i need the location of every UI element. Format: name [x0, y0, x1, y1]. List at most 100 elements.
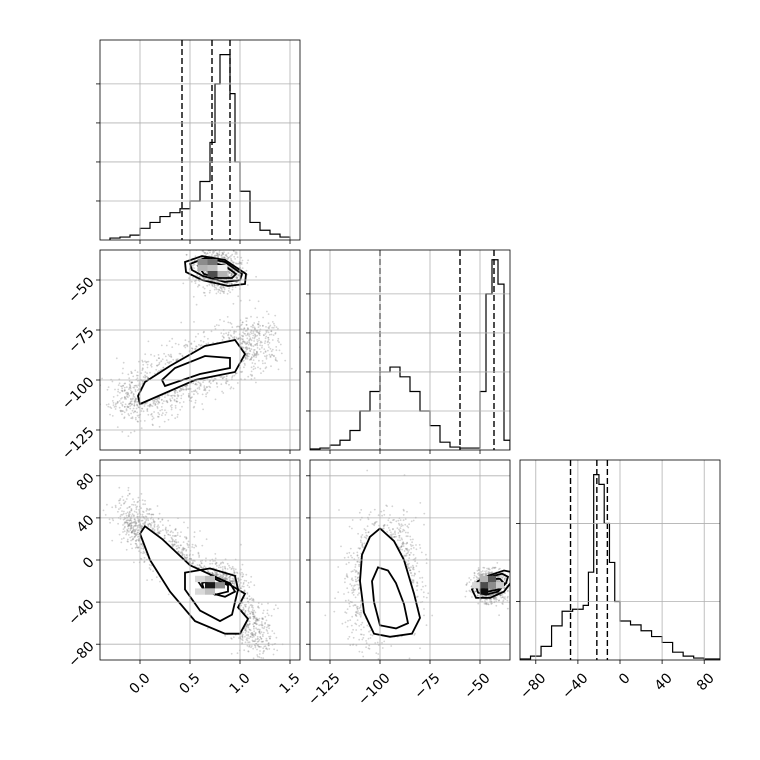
scatter-point	[145, 519, 148, 522]
scatter-point	[252, 617, 255, 620]
scatter-point	[199, 275, 202, 278]
scatter-point	[240, 263, 243, 265]
scatter-point	[133, 525, 135, 528]
scatter-point	[249, 612, 252, 615]
scatter-point	[126, 521, 129, 524]
scatter-point	[181, 552, 184, 555]
scatter-point	[123, 405, 126, 408]
scatter-point	[123, 521, 126, 524]
scatter-point	[238, 337, 240, 340]
scatter-point	[247, 650, 250, 652]
scatter-point	[175, 389, 177, 392]
scatter-point	[244, 632, 247, 634]
scatter-point	[254, 622, 257, 625]
scatter-point	[244, 629, 247, 631]
scatter-point	[170, 536, 173, 539]
scatter-point	[272, 653, 275, 656]
scatter-point	[211, 283, 214, 285]
scatter-point	[156, 364, 159, 367]
scatter-point	[223, 577, 226, 579]
scatter-panel-1-0	[100, 250, 300, 437]
scatter-point	[205, 538, 208, 541]
scatter-point	[156, 531, 159, 534]
scatter-point	[149, 404, 151, 406]
scatter-point	[197, 551, 200, 554]
scatter-point	[153, 521, 155, 524]
scatter-point	[133, 514, 135, 517]
scatter-point	[153, 400, 156, 403]
scatter-point	[134, 410, 136, 413]
scatter-point	[206, 627, 209, 630]
scatter-point	[231, 326, 234, 329]
scatter-point	[105, 403, 108, 406]
scatter-point	[129, 527, 132, 530]
scatter-point	[231, 261, 234, 263]
scatter-point	[240, 256, 243, 259]
scatter-point	[130, 531, 133, 534]
scatter-point	[130, 522, 133, 525]
scatter-point	[234, 372, 237, 375]
scatter-point	[155, 368, 158, 371]
scatter-point	[124, 403, 127, 406]
scatter-point	[118, 508, 120, 510]
scatter-point	[250, 378, 253, 380]
scatter-point	[123, 522, 126, 525]
scatter-point	[243, 362, 246, 365]
scatter-point	[131, 416, 134, 418]
scatter-point	[127, 393, 130, 395]
scatter-point	[242, 631, 244, 634]
scatter-point	[215, 252, 218, 255]
scatter-point	[256, 347, 259, 349]
scatter-point	[246, 357, 249, 360]
scatter-point	[175, 358, 178, 361]
scatter-point	[128, 383, 131, 386]
scatter-point	[261, 617, 263, 619]
density-cell-1-0-3	[207, 265, 218, 271]
scatter-point	[125, 408, 128, 410]
scatter-point	[140, 507, 143, 509]
scatter-point	[198, 343, 200, 346]
scatter-point	[206, 252, 209, 255]
scatter-point	[167, 533, 170, 536]
scatter-point	[114, 388, 116, 391]
scatter-point	[225, 377, 228, 380]
scatter-point	[122, 518, 125, 521]
scatter-point	[194, 383, 197, 386]
scatter-point	[133, 515, 135, 518]
scatter-point	[185, 549, 188, 551]
scatter-point	[265, 629, 268, 631]
scatter-point	[265, 357, 268, 360]
scatter-point	[245, 346, 248, 348]
scatter-point	[195, 545, 198, 548]
scatter-point	[223, 288, 226, 291]
scatter-point	[266, 310, 268, 313]
scatter-point	[157, 397, 160, 399]
scatter-point	[235, 275, 238, 277]
scatter-point	[131, 535, 133, 538]
scatter-point	[156, 505, 159, 507]
scatter-point	[166, 401, 169, 404]
scatter-point	[128, 524, 131, 526]
scatter-point	[210, 330, 213, 333]
scatter-point	[240, 261, 243, 264]
scatter-point	[133, 529, 136, 532]
scatter-point	[247, 633, 249, 636]
scatter-point	[165, 359, 168, 362]
scatter-point	[136, 414, 139, 417]
scatter-point	[115, 402, 117, 405]
scatter-point	[252, 611, 254, 614]
scatter-point	[194, 335, 197, 338]
scatter-point	[137, 496, 140, 499]
scatter-point	[255, 343, 258, 345]
scatter-point	[249, 598, 252, 600]
scatter-point	[261, 344, 263, 347]
scatter-point	[241, 334, 243, 337]
scatter-point	[258, 334, 261, 337]
scatter-point	[134, 400, 136, 403]
scatter-point	[136, 529, 139, 532]
x-tick-label-h2-2: 0	[616, 670, 634, 688]
scatter-point	[134, 533, 137, 536]
scatter-point	[130, 521, 133, 523]
scatter-point	[225, 375, 228, 378]
scatter-point	[120, 409, 123, 412]
